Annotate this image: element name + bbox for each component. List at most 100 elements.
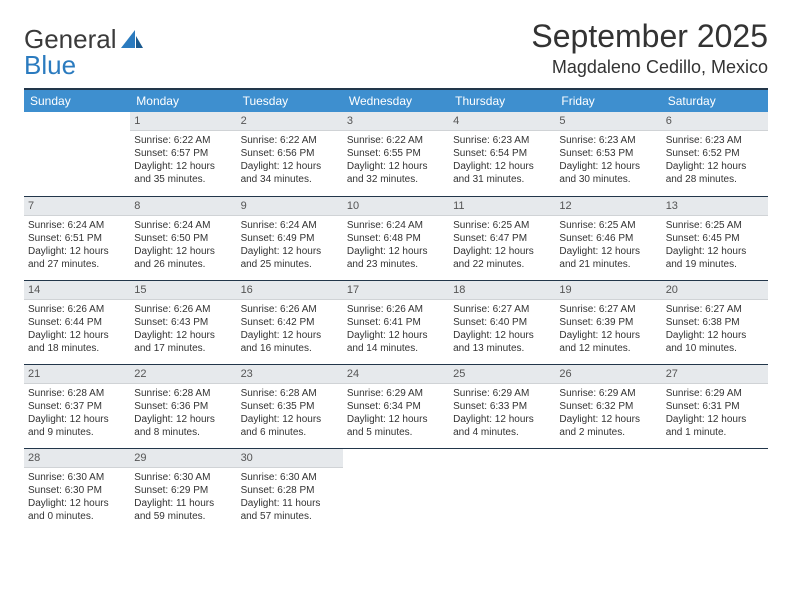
calendar-cell: 23Sunrise: 6:28 AMSunset: 6:35 PMDayligh… <box>237 364 343 448</box>
sunset-text: Sunset: 6:46 PM <box>559 232 657 245</box>
logo-sail-icon <box>121 30 143 50</box>
daylight-text: Daylight: 12 hours and 21 minutes. <box>559 245 657 271</box>
daylight-text: Daylight: 12 hours and 22 minutes. <box>453 245 551 271</box>
calendar-cell: 12 Sunrise: 6:25 AMSunset: 6:46 PMDayligh… <box>555 196 661 280</box>
calendar-cell: 10Sunrise: 6:24 AMSunset: 6:48 PMDayligh… <box>343 196 449 280</box>
calendar-cell: 22 Sunrise: 6:28 AMSunset: 6:36 PMDayligh… <box>130 364 236 448</box>
weekday-header: Sunday <box>24 89 130 112</box>
daylight-text: Daylight: 12 hours and 12 minutes. <box>559 329 657 355</box>
day-number: 19 <box>555 281 661 300</box>
sunset-text: Sunset: 6:54 PM <box>453 147 551 160</box>
calendar-cell: 26Sunrise: 6:29 AMSunset: 6:32 PMDayligh… <box>555 364 661 448</box>
daylight-text: Daylight: 12 hours and 0 minutes. <box>28 497 126 523</box>
title-block: September 2025 Magdaleno Cedillo, Mexico <box>531 18 768 78</box>
sunrise-text: Sunrise: 6:30 AM <box>241 471 339 484</box>
daylight-text: Daylight: 12 hours and 6 minutes. <box>241 413 339 439</box>
sunset-text: Sunset: 6:37 PM <box>28 400 126 413</box>
calendar-cell: 19Sunrise: 6:27 AMSunset: 6:39 PMDayligh… <box>555 280 661 364</box>
sunrise-text: Sunrise: 6:26 AM <box>28 303 126 316</box>
calendar-cell-empty: . <box>662 448 768 532</box>
calendar-cell: 16Sunrise: 6:26 AMSunset: 6:42 PMDayligh… <box>237 280 343 364</box>
calendar-row: 21Sunrise: 6:28 AMSunset: 6:37 PMDayligh… <box>24 364 768 448</box>
sunset-text: Sunset: 6:41 PM <box>347 316 445 329</box>
daylight-text: Daylight: 12 hours and 26 minutes. <box>134 245 232 271</box>
daylight-text: Daylight: 12 hours and 28 minutes. <box>666 160 764 186</box>
sunrise-text: Sunrise: 6:22 AM <box>134 134 232 147</box>
weekday-header: Tuesday <box>237 89 343 112</box>
day-number: 26 <box>555 365 661 384</box>
sunrise-text: Sunrise: 6:22 AM <box>347 134 445 147</box>
calendar-cell-empty: . <box>449 448 555 532</box>
daylight-text: Daylight: 12 hours and 8 minutes. <box>134 413 232 439</box>
sunset-text: Sunset: 6:43 PM <box>134 316 232 329</box>
calendar-cell: 14Sunrise: 6:26 AMSunset: 6:44 PMDayligh… <box>24 280 130 364</box>
day-number: 27 <box>662 365 768 384</box>
day-number: 4 <box>449 112 555 131</box>
sunrise-text: Sunrise: 6:28 AM <box>28 387 126 400</box>
daylight-text: Daylight: 11 hours and 57 minutes. <box>241 497 339 523</box>
daylight-text: Daylight: 12 hours and 19 minutes. <box>666 245 764 271</box>
month-title: September 2025 <box>531 18 768 55</box>
calendar-row: 14Sunrise: 6:26 AMSunset: 6:44 PMDayligh… <box>24 280 768 364</box>
day-number: 22 <box>130 365 236 384</box>
sunset-text: Sunset: 6:52 PM <box>666 147 764 160</box>
sunset-text: Sunset: 6:44 PM <box>28 316 126 329</box>
day-number: 2 <box>237 112 343 131</box>
calendar-cell: 5 Sunrise: 6:23 AMSunset: 6:53 PMDaylight… <box>555 112 661 196</box>
sunset-text: Sunset: 6:56 PM <box>241 147 339 160</box>
sunset-text: Sunset: 6:29 PM <box>134 484 232 497</box>
sunset-text: Sunset: 6:35 PM <box>241 400 339 413</box>
sunset-text: Sunset: 6:45 PM <box>666 232 764 245</box>
sunrise-text: Sunrise: 6:22 AM <box>241 134 339 147</box>
daylight-text: Daylight: 12 hours and 9 minutes. <box>28 413 126 439</box>
daylight-text: Daylight: 12 hours and 4 minutes. <box>453 413 551 439</box>
daylight-text: Daylight: 12 hours and 16 minutes. <box>241 329 339 355</box>
calendar-cell: 27Sunrise: 6:29 AMSunset: 6:31 PMDayligh… <box>662 364 768 448</box>
sunset-text: Sunset: 6:36 PM <box>134 400 232 413</box>
sunrise-text: Sunrise: 6:26 AM <box>241 303 339 316</box>
sunset-text: Sunset: 6:50 PM <box>134 232 232 245</box>
day-number: 28 <box>24 449 130 468</box>
daylight-text: Daylight: 12 hours and 1 minute. <box>666 413 764 439</box>
sunset-text: Sunset: 6:53 PM <box>559 147 657 160</box>
sunrise-text: Sunrise: 6:28 AM <box>134 387 232 400</box>
sunrise-text: Sunrise: 6:24 AM <box>241 219 339 232</box>
sunset-text: Sunset: 6:30 PM <box>28 484 126 497</box>
sunset-text: Sunset: 6:57 PM <box>134 147 232 160</box>
calendar-cell: 18Sunrise: 6:27 AMSunset: 6:40 PMDayligh… <box>449 280 555 364</box>
sunset-text: Sunset: 6:34 PM <box>347 400 445 413</box>
sunset-text: Sunset: 6:42 PM <box>241 316 339 329</box>
sunrise-text: Sunrise: 6:23 AM <box>666 134 764 147</box>
calendar-cell: 17Sunrise: 6:26 AMSunset: 6:41 PMDayligh… <box>343 280 449 364</box>
sunset-text: Sunset: 6:28 PM <box>241 484 339 497</box>
sunrise-text: Sunrise: 6:25 AM <box>559 219 657 232</box>
sunrise-text: Sunrise: 6:23 AM <box>453 134 551 147</box>
sunset-text: Sunset: 6:32 PM <box>559 400 657 413</box>
weekday-header: Saturday <box>662 89 768 112</box>
day-number: 12 <box>555 197 661 216</box>
day-number: 5 <box>555 112 661 131</box>
sunset-text: Sunset: 6:49 PM <box>241 232 339 245</box>
calendar-cell: 21 Sunrise: 6:28 AMSunset: 6:37 PMDayligh… <box>24 364 130 448</box>
day-number: 21 <box>24 365 130 384</box>
calendar-cell-empty: . <box>555 448 661 532</box>
daylight-text: Daylight: 12 hours and 18 minutes. <box>28 329 126 355</box>
weekday-header: Monday <box>130 89 236 112</box>
weekday-header: Thursday <box>449 89 555 112</box>
day-number: 9 <box>237 197 343 216</box>
calendar-table: SundayMondayTuesdayWednesdayThursdayFrid… <box>24 88 768 532</box>
calendar-cell: 28Sunrise: 6:30 AMSunset: 6:30 PMDayligh… <box>24 448 130 532</box>
sunrise-text: Sunrise: 6:30 AM <box>134 471 232 484</box>
sunset-text: Sunset: 6:33 PM <box>453 400 551 413</box>
day-number: 1 <box>130 112 236 131</box>
calendar-row: 28Sunrise: 6:30 AMSunset: 6:30 PMDayligh… <box>24 448 768 532</box>
calendar-cell: 8Sunrise: 6:24 AMSunset: 6:50 PMDaylight… <box>130 196 236 280</box>
day-number: 10 <box>343 197 449 216</box>
daylight-text: Daylight: 12 hours and 30 minutes. <box>559 160 657 186</box>
sunrise-text: Sunrise: 6:26 AM <box>134 303 232 316</box>
sunrise-text: Sunrise: 6:23 AM <box>559 134 657 147</box>
sunset-text: Sunset: 6:47 PM <box>453 232 551 245</box>
sunrise-text: Sunrise: 6:25 AM <box>666 219 764 232</box>
sunrise-text: Sunrise: 6:27 AM <box>666 303 764 316</box>
day-number: 23 <box>237 365 343 384</box>
